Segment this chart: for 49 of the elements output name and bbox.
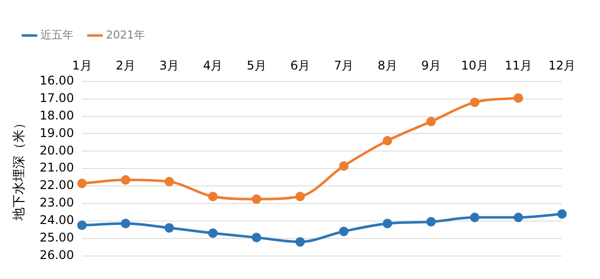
point (514, 212, 524, 222)
x-tick-label: 6月 (290, 58, 310, 72)
y-tick-label: 19.00 (40, 126, 74, 140)
y-tick-label: 20.00 (40, 143, 74, 158)
y-tick-label: 23.00 (40, 196, 74, 210)
y-tick-label: 17.00 (40, 90, 74, 105)
point (295, 237, 305, 247)
point (339, 226, 349, 236)
point (252, 194, 262, 204)
legend-label: 2021年 (106, 28, 145, 42)
point (295, 192, 305, 202)
point (77, 220, 87, 230)
point (164, 223, 174, 233)
x-tick-label: 2月 (116, 58, 136, 72)
point (470, 98, 480, 108)
x-tick-label: 9月 (421, 58, 441, 72)
point (514, 93, 524, 103)
legend-label: 近五年 (40, 28, 74, 42)
point (339, 161, 349, 171)
x-tick-label: 4月 (203, 58, 223, 72)
x-tick-label: 5月 (246, 58, 266, 72)
point (426, 116, 436, 126)
x-tick-label: 1月 (72, 58, 92, 72)
y-tick-label: 21.00 (40, 160, 74, 175)
x-tick-label: 12月 (548, 58, 576, 72)
point (470, 212, 480, 222)
y-tick-label: 22.00 (40, 178, 74, 192)
point (208, 192, 218, 202)
y-tick-label: 18.00 (40, 108, 74, 122)
x-tick-label: 11月 (504, 58, 532, 72)
y-tick-label: 16.00 (40, 74, 74, 88)
point (557, 209, 567, 219)
point (77, 178, 87, 188)
point (382, 136, 392, 146)
point (120, 218, 130, 228)
y-axis-title: 地下水埋深（米） (12, 116, 28, 222)
point (426, 217, 436, 227)
x-tick-label: 3月 (159, 58, 180, 72)
x-tick-label: 7月 (334, 58, 354, 72)
point (208, 228, 218, 238)
x-tick-label: 8月 (378, 58, 398, 72)
y-tick-label: 26.00 (40, 248, 74, 262)
point (252, 232, 262, 242)
y-tick-label: 25.00 (40, 230, 74, 244)
point (382, 218, 392, 228)
y-tick-label: 24.00 (40, 213, 74, 228)
x-tick-label: 10月 (461, 58, 488, 72)
point (120, 175, 130, 185)
point (164, 176, 174, 186)
